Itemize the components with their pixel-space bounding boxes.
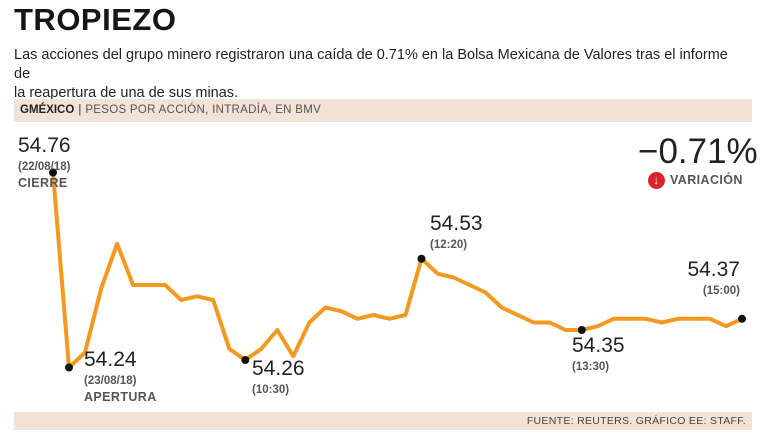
- data-label-time: (23/08/18): [84, 375, 137, 387]
- data-label-value: 54.26: [252, 357, 305, 380]
- header-separator: |: [78, 104, 82, 116]
- data-label-value: 54.76: [18, 134, 71, 157]
- data-label-value: 54.37: [687, 258, 740, 281]
- data-point-marker: [738, 314, 746, 323]
- data-point-marker: [577, 326, 586, 334]
- variation-label: VARIACIÓN: [670, 172, 743, 187]
- data-point-marker: [49, 168, 57, 177]
- subtitle-line-2: la reapertura de una de sus minas.: [14, 85, 239, 101]
- variation-value: −0.71%: [638, 132, 758, 171]
- data-label-value: 54.35: [572, 334, 625, 357]
- data-label-time: (22/08/18): [18, 161, 71, 173]
- down-arrow-icon: ↓: [648, 172, 665, 189]
- data-label-time: (15:00): [703, 285, 740, 297]
- chart-header-bar: GMÉXICO | PESOS POR ACCIÓN, INTRADÍA, EN B…: [14, 99, 752, 122]
- data-point-marker: [241, 356, 250, 364]
- data-label-time: (13:30): [572, 361, 609, 373]
- ticker-label: GMÉXICO: [20, 104, 75, 116]
- chart-subtitle: Las acciones del grupo minero registraro…: [14, 46, 734, 103]
- data-point-marker: [65, 363, 73, 372]
- data-label-time: (12:20): [430, 239, 467, 251]
- subtitle-line-1: Las acciones del grupo minero registraro…: [14, 47, 728, 82]
- source-bar: FUENTE: REUTERS. GRÁFICO EE: STAFF.: [14, 412, 752, 430]
- data-label-value: 54.53: [430, 212, 483, 235]
- source-label: FUENTE: REUTERS. GRÁFICO EE: STAFF.: [526, 415, 746, 427]
- data-point-marker: [417, 254, 426, 263]
- variation-badge: ↓ VARIACIÓN: [648, 172, 743, 189]
- chart-title: TROPIEZO: [14, 2, 177, 37]
- data-label-tag: CIERRE: [18, 176, 68, 190]
- data-label-value: 54.24: [84, 348, 137, 371]
- unit-label: PESOS POR ACCIÓN, INTRADÍA, EN BMV: [85, 104, 322, 116]
- data-label-time: (10:30): [252, 384, 289, 396]
- data-label-tag: APERTURA: [84, 390, 157, 404]
- series-line: [51, 170, 744, 370]
